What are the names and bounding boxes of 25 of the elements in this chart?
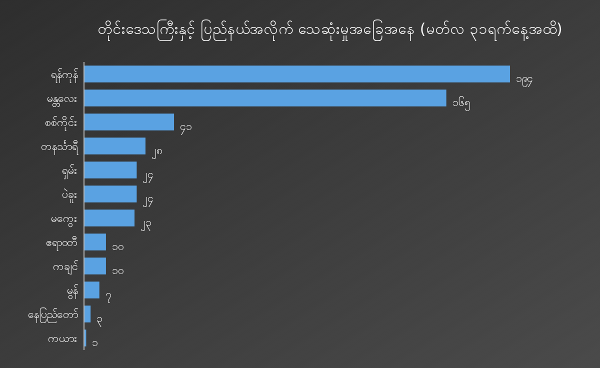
y-tick-label: ပဲခူး (62, 188, 78, 203)
data-label: ၂၄ (142, 168, 154, 183)
y-tick-label: ရန်ကုန် (51, 68, 78, 83)
data-label: ၄၁ (180, 120, 192, 135)
data-label: ၂၃ (140, 216, 152, 231)
y-tick-label: မကွေး (51, 212, 78, 227)
chart-title: တိုင်းဒေသကြီးနှင့် ပြည်နယ်အလိုက် သေဆုံးမှုအခြေအနေ (မတ်လ ၃၁ရက်နေ့အထိ) (98, 19, 562, 41)
data-label: ၁ (92, 336, 98, 349)
y-tick-label: နေပြည်တော် (28, 307, 78, 323)
y-tick-label: မွန် (67, 284, 78, 299)
data-label: ၁၀ (112, 264, 123, 277)
data-label: ၁၉၄ (516, 72, 533, 87)
y-tick-label: စစ်ကိုင်း (45, 116, 78, 131)
data-label: ၁၆၅ (452, 96, 470, 111)
y-tick-label: ကချင် (53, 260, 78, 275)
y-tick-label: ဧရာဝတီ (46, 236, 78, 251)
data-label: ၇ (105, 288, 112, 303)
data-label: ၃ (96, 312, 103, 327)
y-tick-label: ကယား (48, 332, 78, 345)
y-tick-label: ရှမ်း (62, 164, 78, 179)
y-tick-label: မန္တလေး (47, 92, 78, 107)
data-label: ၂၄ (142, 192, 154, 207)
y-tick-label: တနင်္သာရီ (41, 140, 79, 155)
data-label: ၁၀ (112, 240, 123, 253)
data-label: ၂၈ (151, 144, 162, 159)
